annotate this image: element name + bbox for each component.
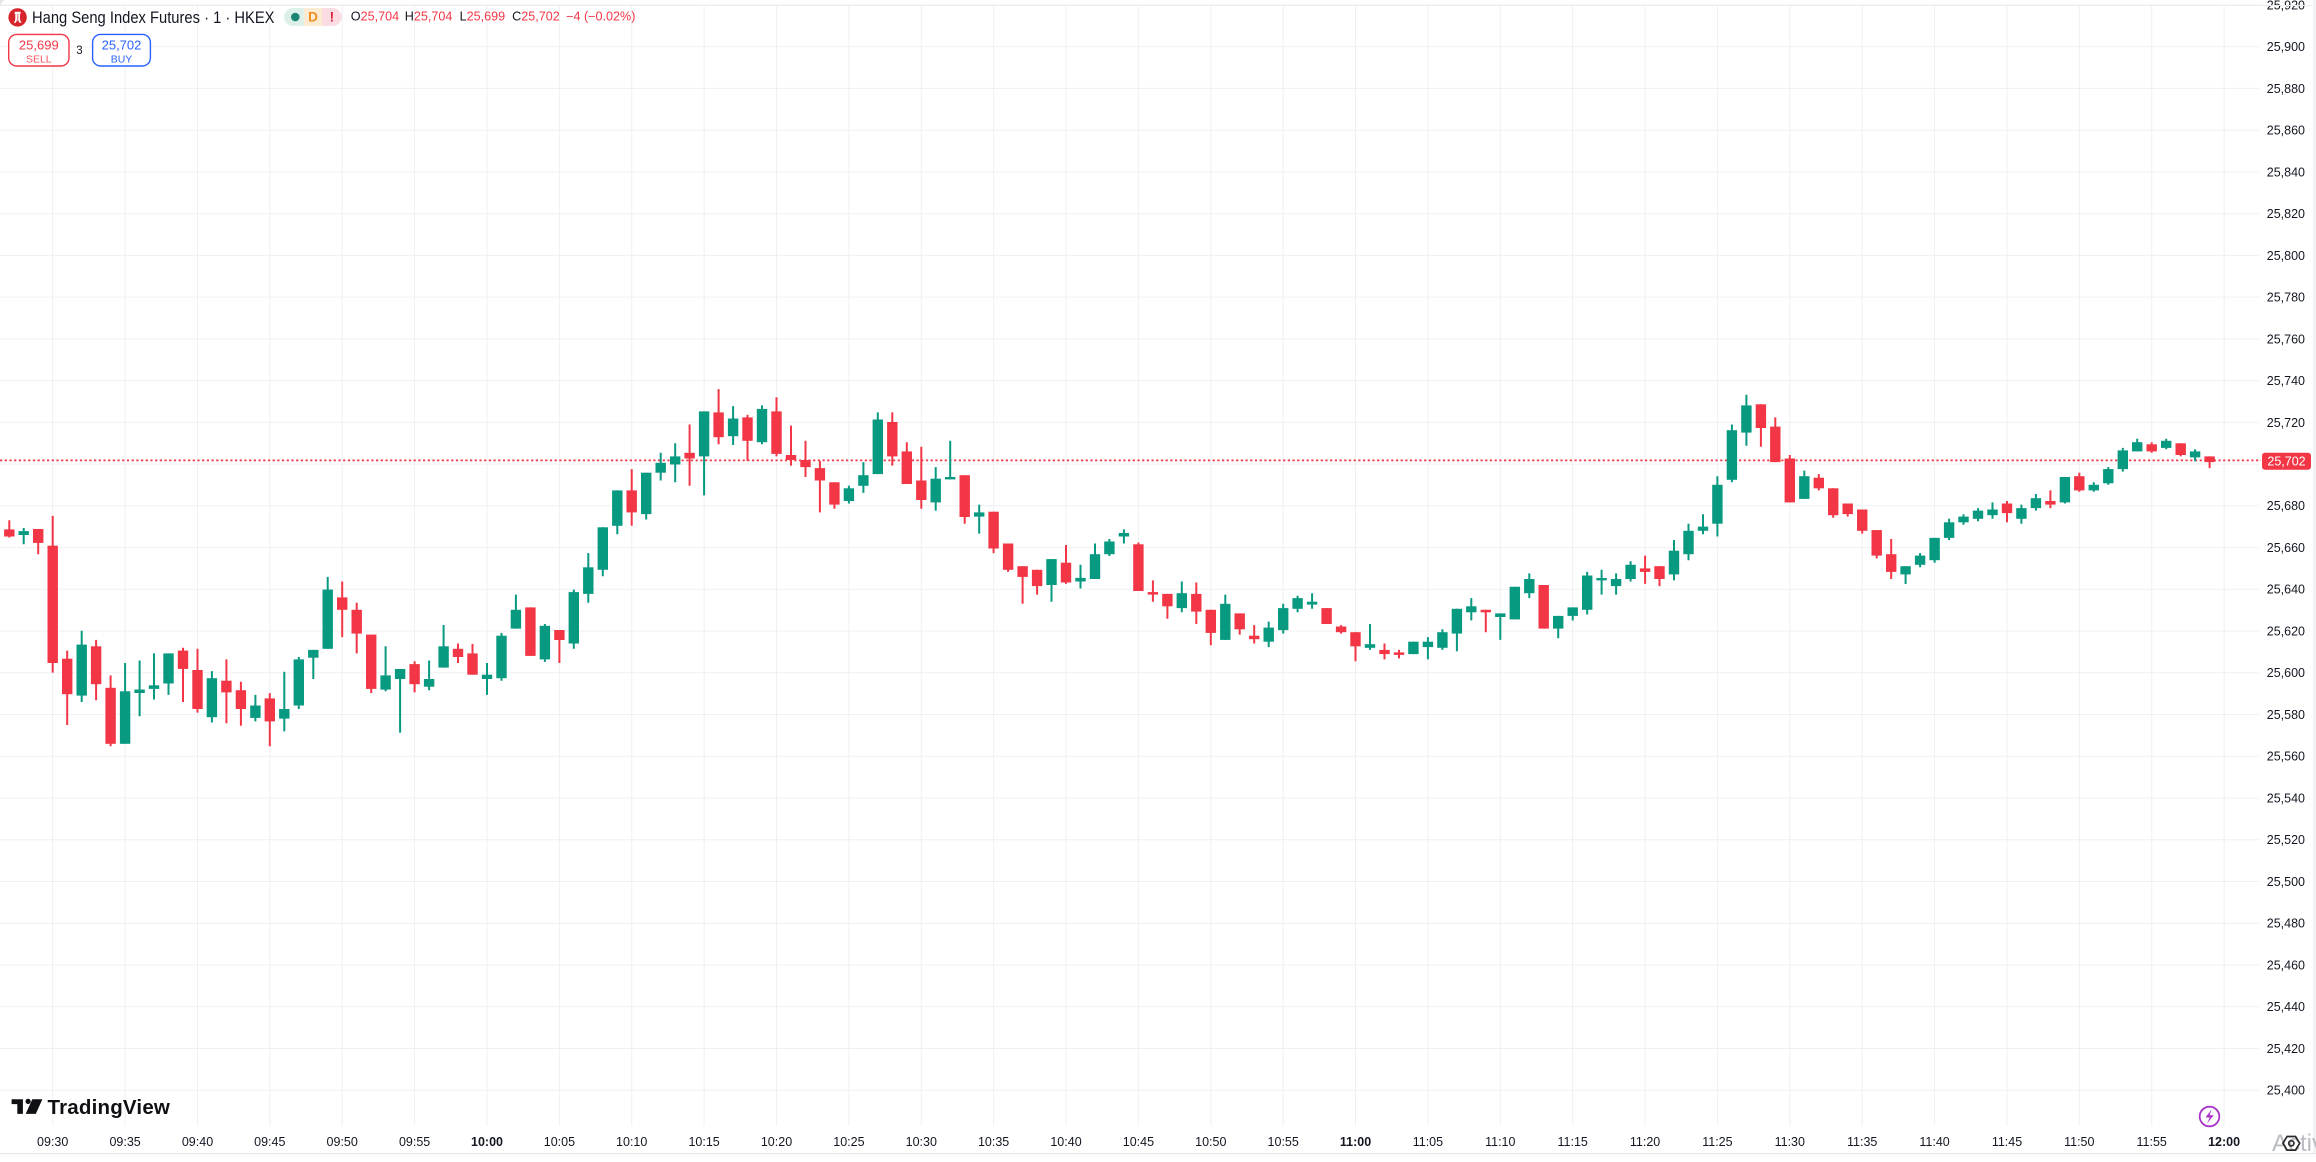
svg-text:11:35: 11:35 (1847, 1135, 1877, 1149)
svg-text:11:10: 11:10 (1485, 1135, 1515, 1149)
svg-text:11:20: 11:20 (1630, 1135, 1660, 1149)
svg-text:10:50: 10:50 (1195, 1135, 1226, 1149)
svg-text:11:55: 11:55 (2137, 1135, 2167, 1149)
svg-text:25,760: 25,760 (2267, 332, 2305, 346)
svg-text:11:25: 11:25 (1702, 1135, 1732, 1149)
svg-text:25,680: 25,680 (2267, 499, 2305, 513)
svg-text:09:55: 09:55 (399, 1135, 430, 1149)
svg-text:25,800: 25,800 (2267, 249, 2305, 263)
svg-text:25,480: 25,480 (2267, 917, 2305, 931)
svg-text:D: D (308, 10, 318, 25)
svg-text:09:40: 09:40 (182, 1135, 213, 1149)
svg-text:12:00: 12:00 (2208, 1135, 2240, 1149)
svg-text:11:45: 11:45 (1992, 1135, 2022, 1149)
svg-text:25,520: 25,520 (2267, 833, 2305, 847)
svg-text:25,880: 25,880 (2267, 82, 2305, 96)
svg-text:10:05: 10:05 (544, 1135, 575, 1149)
svg-text:09:50: 09:50 (327, 1135, 358, 1149)
svg-text:25,900: 25,900 (2267, 40, 2305, 54)
svg-text:25,699: 25,699 (19, 37, 59, 52)
svg-text:25,860: 25,860 (2267, 124, 2305, 138)
svg-text:25,660: 25,660 (2267, 541, 2305, 555)
svg-text:25,640: 25,640 (2267, 583, 2305, 597)
svg-text:25,620: 25,620 (2267, 625, 2305, 639)
svg-text:09:30: 09:30 (37, 1135, 68, 1149)
svg-text:SELL: SELL (26, 53, 52, 65)
svg-text:11:50: 11:50 (2064, 1135, 2094, 1149)
svg-text:10:15: 10:15 (688, 1135, 719, 1149)
svg-text:25,702: 25,702 (2267, 455, 2305, 469)
svg-text:10:25: 10:25 (833, 1135, 864, 1149)
svg-text:11:30: 11:30 (1775, 1135, 1805, 1149)
svg-text:11:15: 11:15 (1558, 1135, 1588, 1149)
svg-text:11:40: 11:40 (1919, 1135, 1949, 1149)
svg-text:25,920: 25,920 (2267, 0, 2305, 12)
svg-text:09:45: 09:45 (254, 1135, 285, 1149)
svg-text:11:00: 11:00 (1340, 1135, 1371, 1149)
svg-text:10:35: 10:35 (978, 1135, 1009, 1149)
svg-text:25,720: 25,720 (2267, 416, 2305, 430)
svg-text:Hang Seng Index Futures · 1 ·: Hang Seng Index Futures · 1 · HKEX (32, 9, 275, 27)
svg-text:25,600: 25,600 (2267, 666, 2305, 680)
svg-text:25,840: 25,840 (2267, 165, 2305, 179)
svg-text:25,460: 25,460 (2267, 958, 2305, 972)
svg-text:3: 3 (76, 45, 82, 57)
svg-text:25,400: 25,400 (2267, 1084, 2305, 1098)
svg-text:25,440: 25,440 (2267, 1000, 2305, 1014)
svg-text:10:40: 10:40 (1050, 1135, 1081, 1149)
svg-text:11:05: 11:05 (1413, 1135, 1443, 1149)
svg-text:10:45: 10:45 (1123, 1135, 1154, 1149)
svg-text:25,580: 25,580 (2267, 708, 2305, 722)
svg-text:25,540: 25,540 (2267, 791, 2305, 805)
svg-text:25,560: 25,560 (2267, 750, 2305, 764)
svg-text:TradingView: TradingView (48, 1096, 171, 1119)
svg-text:09:35: 09:35 (109, 1135, 140, 1149)
svg-text:10:10: 10:10 (616, 1135, 647, 1149)
svg-text:25,820: 25,820 (2267, 207, 2305, 221)
svg-text:!: ! (330, 10, 335, 25)
svg-text:25,740: 25,740 (2267, 374, 2305, 388)
svg-text:25,500: 25,500 (2267, 875, 2305, 889)
svg-text:25,780: 25,780 (2267, 291, 2305, 305)
svg-text:25,702: 25,702 (102, 37, 142, 52)
svg-text:10:30: 10:30 (906, 1135, 937, 1149)
svg-text:25,420: 25,420 (2267, 1042, 2305, 1056)
svg-text:10:00: 10:00 (471, 1135, 503, 1149)
svg-text:BUY: BUY (111, 53, 133, 65)
svg-text:10:55: 10:55 (1268, 1135, 1299, 1149)
svg-text:10:20: 10:20 (761, 1135, 792, 1149)
